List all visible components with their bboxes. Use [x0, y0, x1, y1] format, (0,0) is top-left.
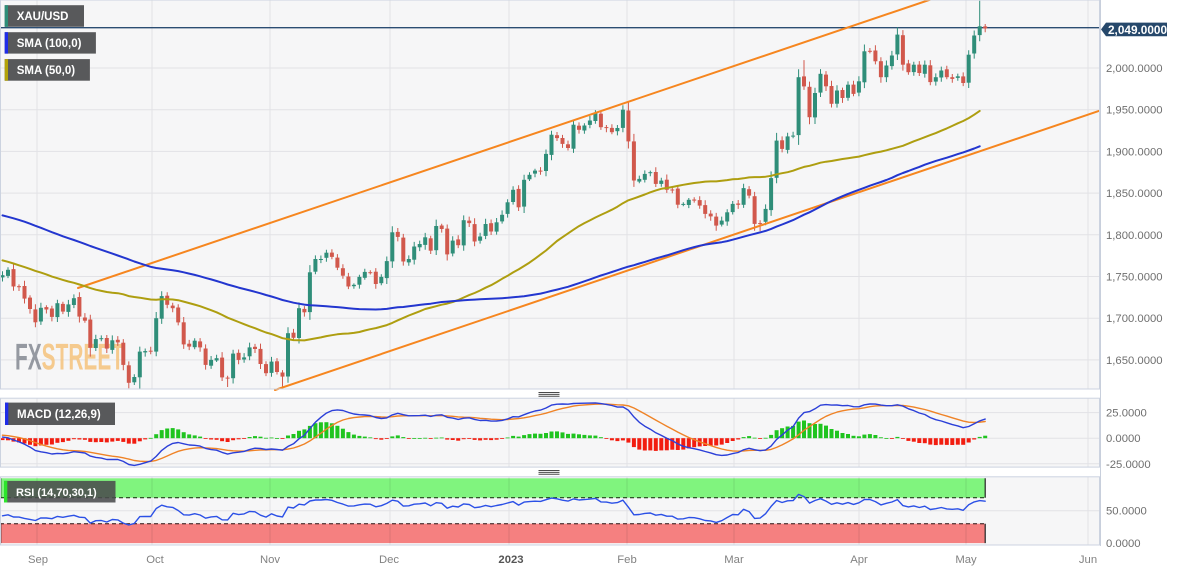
svg-text:25.0000: 25.0000 — [1106, 408, 1147, 420]
svg-text:1,850.0000: 1,850.0000 — [1106, 188, 1163, 200]
svg-text:Dec: Dec — [379, 554, 399, 566]
svg-text:Nov: Nov — [260, 554, 280, 566]
svg-text:May: May — [955, 554, 977, 566]
svg-text:MACD (12,26,9): MACD (12,26,9) — [17, 409, 101, 421]
svg-text:Sep: Sep — [28, 554, 48, 566]
svg-text:2,000.0000: 2,000.0000 — [1106, 63, 1163, 75]
svg-text:2,049.0000: 2,049.0000 — [1108, 23, 1167, 37]
svg-text:RSI (14,70,30,1): RSI (14,70,30,1) — [16, 487, 97, 499]
svg-text:50.0000: 50.0000 — [1106, 506, 1147, 518]
svg-text:XAU/USD: XAU/USD — [17, 11, 69, 23]
svg-text:0.0000: 0.0000 — [1106, 538, 1141, 550]
svg-text:1,900.0000: 1,900.0000 — [1106, 146, 1163, 158]
svg-text:SMA (50,0): SMA (50,0) — [17, 65, 76, 77]
svg-text:1,800.0000: 1,800.0000 — [1106, 230, 1163, 242]
svg-text:Jun: Jun — [1079, 554, 1097, 566]
svg-text:Mar: Mar — [724, 554, 744, 566]
svg-text:2023: 2023 — [498, 554, 523, 566]
svg-text:Feb: Feb — [617, 554, 636, 566]
svg-text:1,650.0000: 1,650.0000 — [1106, 355, 1163, 367]
svg-text:1,700.0000: 1,700.0000 — [1106, 313, 1163, 325]
svg-text:0.0000: 0.0000 — [1106, 433, 1141, 445]
svg-text:Apr: Apr — [850, 554, 868, 566]
svg-text:SMA (100,0): SMA (100,0) — [17, 38, 82, 50]
svg-text:-25.0000: -25.0000 — [1106, 459, 1151, 471]
svg-text:1,950.0000: 1,950.0000 — [1106, 105, 1163, 117]
svg-text:1,750.0000: 1,750.0000 — [1106, 272, 1163, 284]
svg-text:Oct: Oct — [146, 554, 164, 566]
